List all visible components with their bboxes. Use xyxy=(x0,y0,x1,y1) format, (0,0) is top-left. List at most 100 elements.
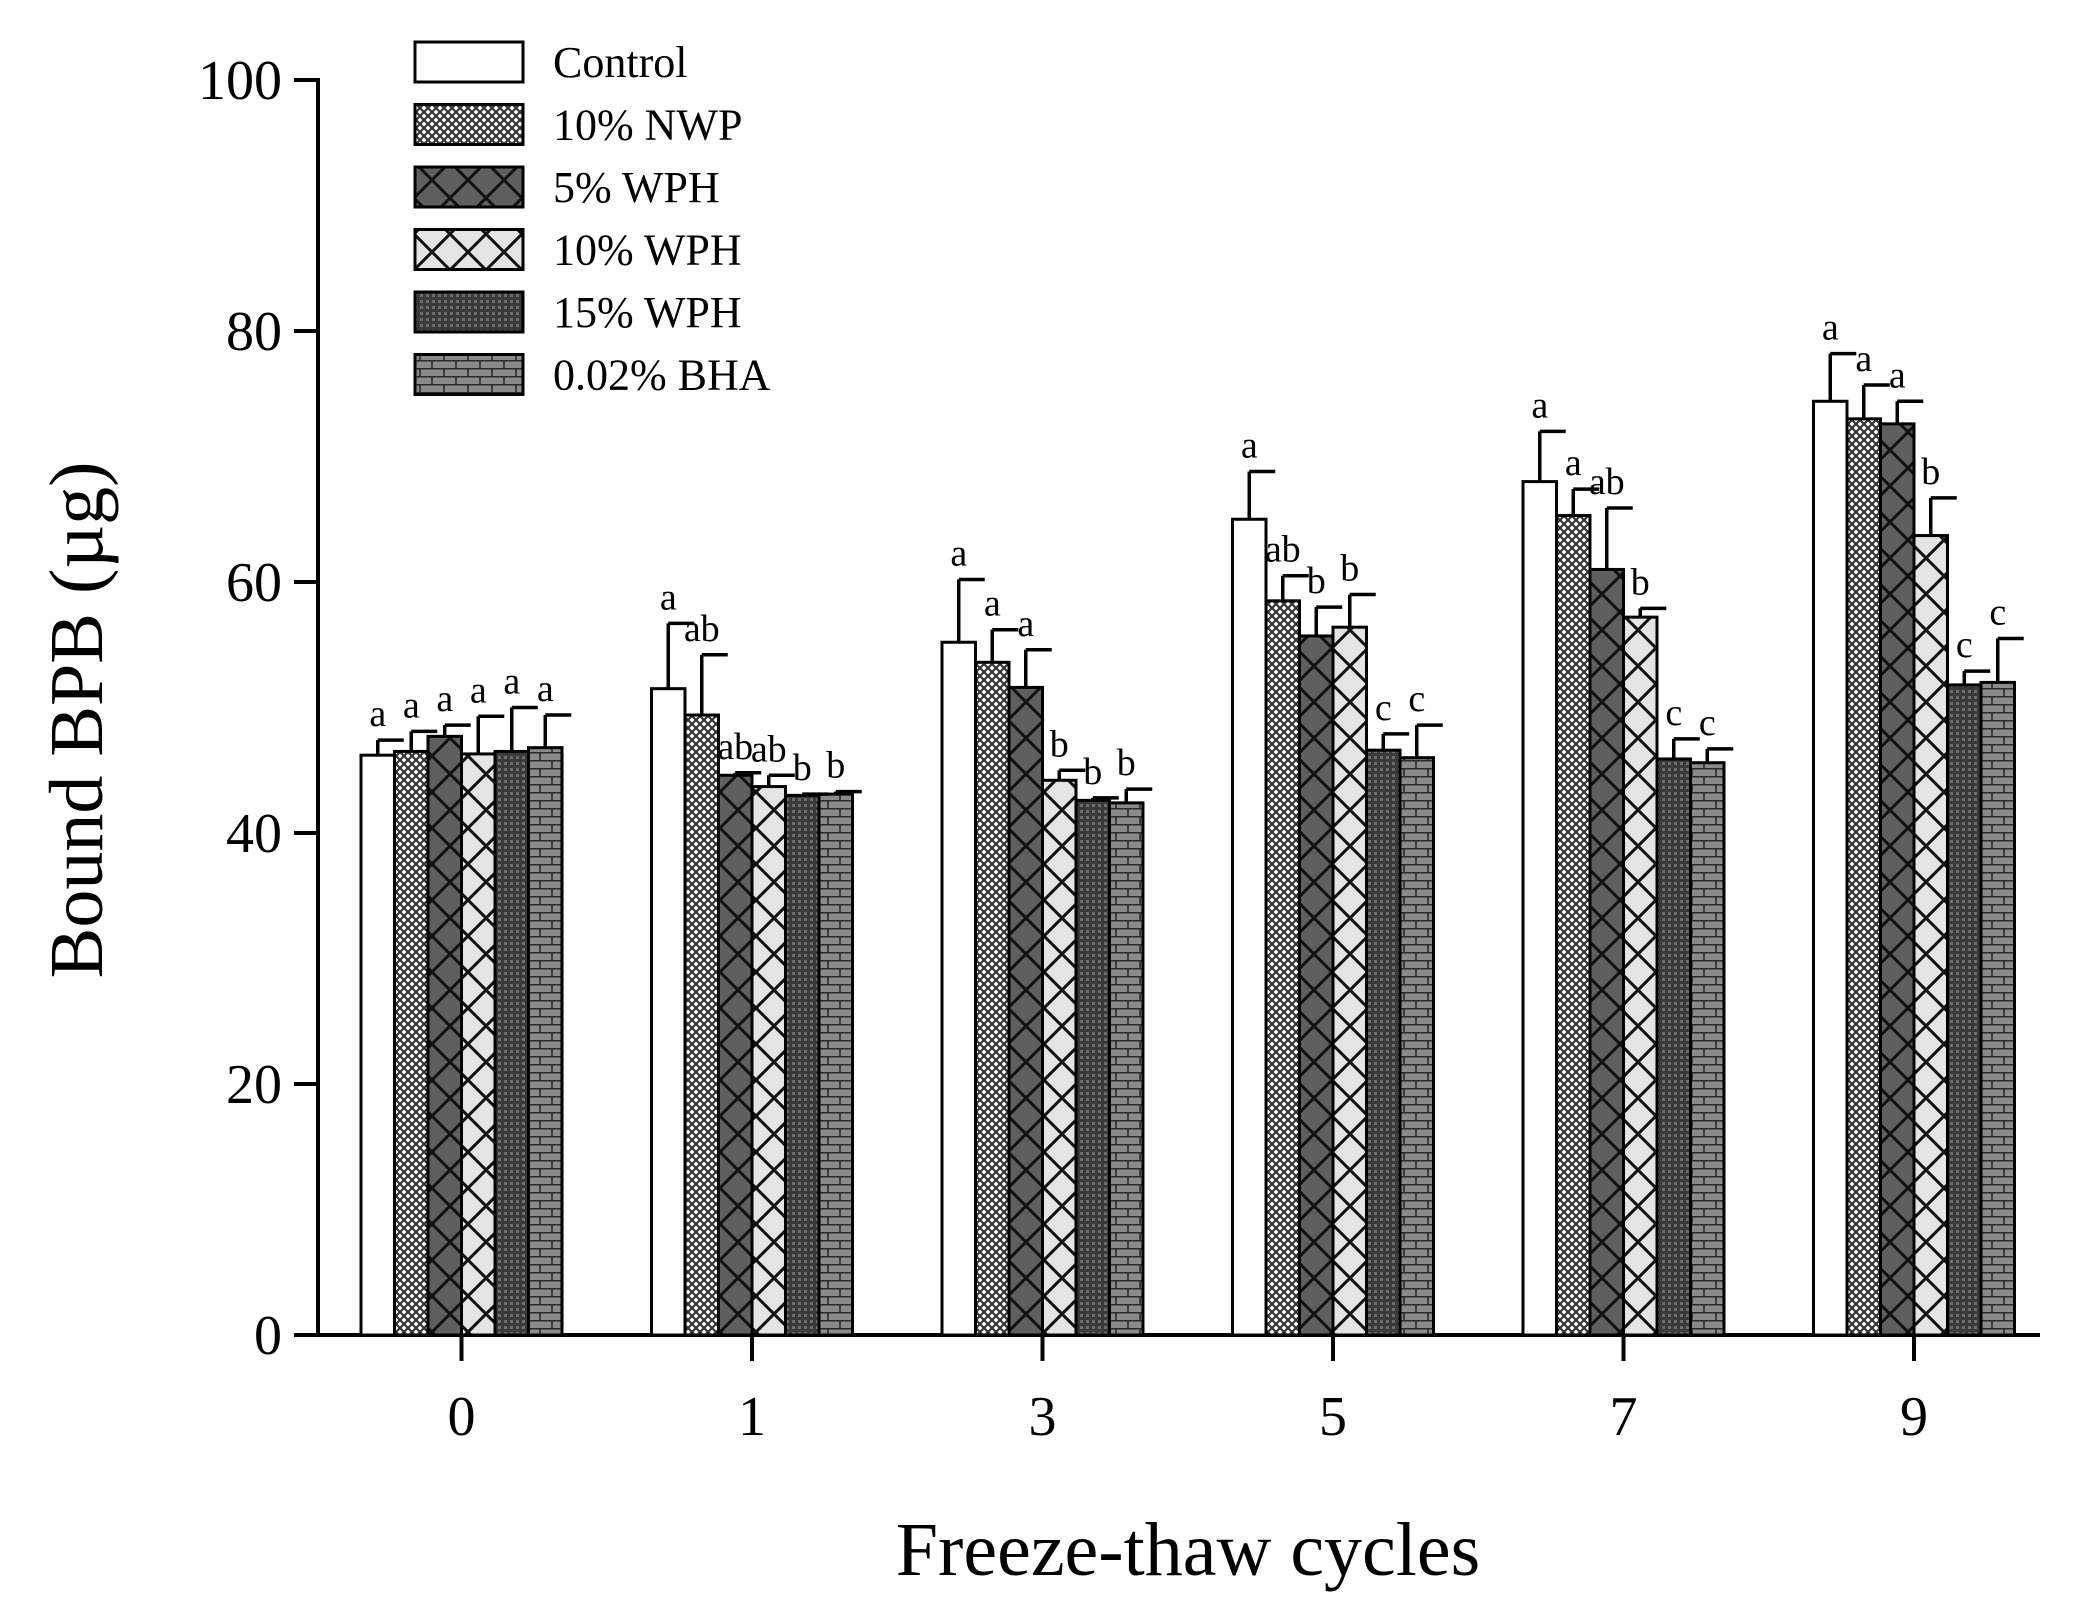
bar xyxy=(1622,615,1659,1337)
significance-label: b xyxy=(826,745,845,787)
bar xyxy=(1521,480,1558,1337)
y-tick-label: 60 xyxy=(226,552,282,614)
bar xyxy=(1555,513,1592,1337)
bar xyxy=(1845,417,1882,1337)
bar xyxy=(817,792,854,1337)
significance-label: b xyxy=(1921,451,1940,493)
legend-label: 10% WPH xyxy=(553,226,742,275)
y-tick-label: 40 xyxy=(226,803,282,865)
axes: 0 20 40 60 80 100 0 1 3 5 7 9 Freeze-thaw cycles Boun… xyxy=(35,50,2040,1592)
bar xyxy=(1946,683,1983,1337)
significance-label: a xyxy=(1531,384,1548,426)
significance-label: b xyxy=(1307,560,1326,602)
significance-label: a xyxy=(436,678,453,720)
legend-label: 10% NWP xyxy=(553,101,742,150)
legend-swatch xyxy=(413,40,525,84)
bar xyxy=(493,749,530,1337)
bar xyxy=(359,753,396,1337)
x-tick-label: 3 xyxy=(1029,1386,1057,1448)
x-tick-label: 7 xyxy=(1610,1386,1638,1448)
bar xyxy=(1812,399,1849,1337)
y-axis-title: Bound BPB (µg) xyxy=(35,462,119,979)
significance-label: b xyxy=(1340,548,1359,590)
legend-swatch xyxy=(413,165,525,209)
bars xyxy=(359,399,2016,1337)
bar xyxy=(1007,685,1044,1337)
significance-label: c xyxy=(1665,692,1682,734)
significance-label: a xyxy=(660,576,677,618)
significance-label: ab xyxy=(684,608,720,650)
bar xyxy=(650,687,687,1337)
significance-label: b xyxy=(1050,723,1069,765)
y-tick-label: 0 xyxy=(254,1305,282,1367)
significance-label: ab xyxy=(1589,461,1625,503)
x-tick-label: 1 xyxy=(738,1386,766,1448)
bar xyxy=(1108,801,1145,1337)
y-tick-label: 80 xyxy=(226,301,282,363)
bar xyxy=(527,746,564,1337)
bar xyxy=(1689,761,1726,1337)
significance-label: b xyxy=(1631,561,1650,603)
x-axis-title: Freeze-thaw cycles xyxy=(896,1508,1480,1592)
significance-label: a xyxy=(1889,354,1906,396)
significance-label: ab xyxy=(1265,529,1301,571)
bar xyxy=(1298,634,1335,1337)
significance-label: a xyxy=(470,669,487,711)
significance-label: b xyxy=(1117,742,1136,784)
legend-swatch xyxy=(413,228,525,271)
y-tick-label: 20 xyxy=(226,1054,282,1116)
significance-label: b xyxy=(793,747,812,789)
bar xyxy=(974,660,1011,1337)
legend-swatch xyxy=(413,290,525,334)
significance-label: a xyxy=(1822,307,1839,349)
significance-label: ab xyxy=(751,728,787,770)
bar xyxy=(460,752,497,1337)
significance-label: a xyxy=(1855,338,1872,380)
bar xyxy=(1979,680,2016,1337)
significance-label: a xyxy=(503,661,520,703)
significance-label: b xyxy=(1083,751,1102,793)
bar xyxy=(1655,757,1692,1337)
legend-swatch xyxy=(413,353,525,396)
bar xyxy=(1398,756,1435,1337)
significance-label: a xyxy=(1017,603,1034,645)
x-tick-label: 9 xyxy=(1900,1386,1928,1448)
bar xyxy=(1879,422,1916,1337)
x-tick-label: 5 xyxy=(1319,1386,1347,1448)
bar xyxy=(683,713,720,1337)
legend-label: 0.02% BHA xyxy=(553,351,771,400)
x-tick-label: 0 xyxy=(448,1386,476,1448)
bar xyxy=(940,640,977,1337)
legend-label: 15% WPH xyxy=(553,288,742,337)
legend-label: Control xyxy=(553,38,687,87)
bar xyxy=(750,785,787,1337)
significance-label: a xyxy=(369,693,386,735)
bar xyxy=(1588,567,1625,1337)
bar xyxy=(717,773,754,1337)
bar xyxy=(1041,778,1078,1337)
bar xyxy=(1331,625,1368,1337)
significance-label: a xyxy=(984,583,1001,625)
bar xyxy=(1912,534,1949,1337)
bar xyxy=(784,793,821,1337)
significance-label: c xyxy=(1989,591,2006,633)
significance-label: c xyxy=(1956,624,1973,666)
significance-label: c xyxy=(1699,702,1716,744)
legend-swatch xyxy=(413,103,525,146)
bar xyxy=(1365,748,1402,1337)
legend-label: 5% WPH xyxy=(553,163,720,212)
significance-label: a xyxy=(537,668,554,710)
significance-label: c xyxy=(1375,687,1392,729)
bar xyxy=(426,734,463,1337)
significance-label: a xyxy=(1241,425,1258,467)
bar xyxy=(393,749,430,1337)
bar xyxy=(1231,517,1268,1337)
error-bars xyxy=(376,351,2024,803)
significance-label: a xyxy=(403,684,420,726)
bar xyxy=(1264,599,1301,1337)
legend: Control 10% NWP 5% WPH 10% WPH 15% WPH 0.02% … xyxy=(413,38,771,400)
significance-label: a xyxy=(950,532,967,574)
